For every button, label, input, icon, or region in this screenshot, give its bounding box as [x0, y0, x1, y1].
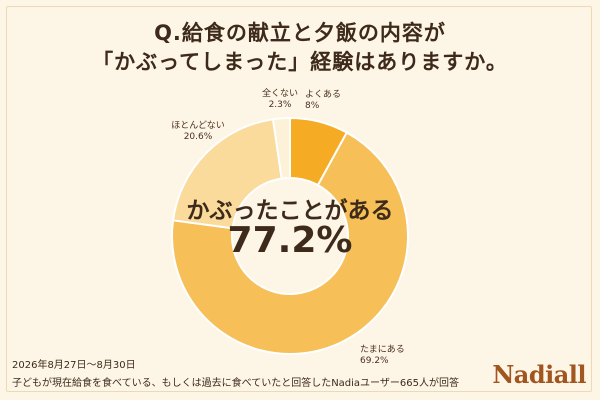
slices-group [171, 116, 409, 355]
slice-value-0: 8% [305, 101, 320, 111]
survey-note: 子どもが現在給食を食べている、もしくは過去に食べていたと回答したNadiaユーザ… [12, 378, 459, 389]
center-label: かぶったことがある [187, 197, 394, 224]
chart-title-line2: 「かぶってしまった」経験はありますか。 [92, 50, 508, 74]
slice-label-0: よくある [305, 89, 341, 100]
center-value: 77.2% [228, 220, 353, 261]
chart-title-line1: Q.給食の献立と夕飯の内容が [154, 21, 446, 45]
slice-label-3: 全くない [262, 87, 298, 99]
slice-2 [171, 118, 283, 230]
slice-value-2: 20.6% [184, 132, 213, 142]
slice-label-1: たまにある [360, 344, 405, 355]
slice-3 [271, 116, 291, 180]
slice-label-2: ほとんどない [171, 120, 225, 131]
slice-1 [171, 131, 409, 355]
frame-border [6, 6, 592, 392]
slice-value-3: 2.3% [269, 100, 292, 110]
nadia-logo: Nadiall [492, 360, 586, 389]
slice-value-1: 69.2% [360, 356, 389, 366]
survey-date: 2026年8月27日〜8月30日 [12, 360, 136, 371]
